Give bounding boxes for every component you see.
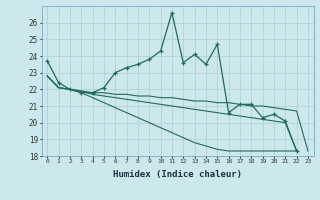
X-axis label: Humidex (Indice chaleur): Humidex (Indice chaleur) xyxy=(113,170,242,179)
